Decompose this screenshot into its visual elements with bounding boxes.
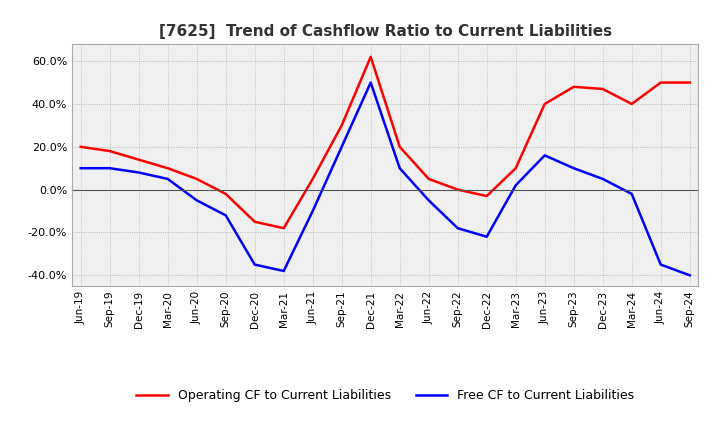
- Free CF to Current Liabilities: [570, 165, 578, 171]
- Operating CF to Current Liabilities: [163, 165, 172, 171]
- Operating CF to Current Liabilities: [482, 194, 491, 199]
- Operating CF to Current Liabilities: [511, 165, 520, 171]
- Operating CF to Current Liabilities: [424, 176, 433, 182]
- Operating CF to Current Liabilities: [338, 123, 346, 128]
- Operating CF to Current Liabilities: [308, 176, 317, 182]
- Free CF to Current Liabilities: [454, 226, 462, 231]
- Operating CF to Current Liabilities: [135, 157, 143, 162]
- Operating CF to Current Liabilities: [366, 54, 375, 59]
- Free CF to Current Liabilities: [76, 165, 85, 171]
- Free CF to Current Liabilities: [511, 183, 520, 188]
- Free CF to Current Liabilities: [598, 176, 607, 182]
- Free CF to Current Liabilities: [366, 80, 375, 85]
- Operating CF to Current Liabilities: [192, 176, 201, 182]
- Free CF to Current Liabilities: [395, 165, 404, 171]
- Free CF to Current Liabilities: [338, 144, 346, 150]
- Free CF to Current Liabilities: [424, 198, 433, 203]
- Operating CF to Current Liabilities: [541, 101, 549, 106]
- Operating CF to Current Liabilities: [105, 148, 114, 154]
- Legend: Operating CF to Current Liabilities, Free CF to Current Liabilities: Operating CF to Current Liabilities, Fre…: [131, 384, 639, 407]
- Line: Operating CF to Current Liabilities: Operating CF to Current Liabilities: [81, 57, 690, 228]
- Free CF to Current Liabilities: [685, 273, 694, 278]
- Free CF to Current Liabilities: [251, 262, 259, 267]
- Operating CF to Current Liabilities: [598, 86, 607, 92]
- Operating CF to Current Liabilities: [570, 84, 578, 89]
- Operating CF to Current Liabilities: [657, 80, 665, 85]
- Free CF to Current Liabilities: [627, 191, 636, 197]
- Operating CF to Current Liabilities: [251, 219, 259, 224]
- Line: Free CF to Current Liabilities: Free CF to Current Liabilities: [81, 83, 690, 275]
- Operating CF to Current Liabilities: [627, 101, 636, 106]
- Operating CF to Current Liabilities: [76, 144, 85, 150]
- Free CF to Current Liabilities: [192, 198, 201, 203]
- Operating CF to Current Liabilities: [279, 226, 288, 231]
- Title: [7625]  Trend of Cashflow Ratio to Current Liabilities: [7625] Trend of Cashflow Ratio to Curren…: [158, 24, 612, 39]
- Free CF to Current Liabilities: [135, 170, 143, 175]
- Free CF to Current Liabilities: [482, 234, 491, 239]
- Free CF to Current Liabilities: [279, 268, 288, 274]
- Operating CF to Current Liabilities: [454, 187, 462, 192]
- Operating CF to Current Liabilities: [221, 191, 230, 197]
- Free CF to Current Liabilities: [221, 213, 230, 218]
- Free CF to Current Liabilities: [163, 176, 172, 182]
- Operating CF to Current Liabilities: [395, 144, 404, 150]
- Free CF to Current Liabilities: [105, 165, 114, 171]
- Free CF to Current Liabilities: [657, 262, 665, 267]
- Operating CF to Current Liabilities: [685, 80, 694, 85]
- Free CF to Current Liabilities: [541, 153, 549, 158]
- Free CF to Current Liabilities: [308, 209, 317, 214]
